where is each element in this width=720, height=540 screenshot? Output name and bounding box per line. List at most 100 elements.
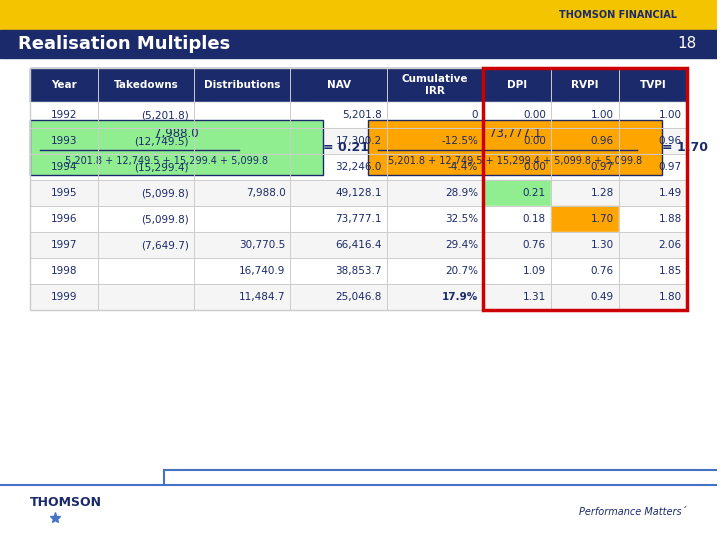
Text: 25,046.8: 25,046.8 [336,292,382,302]
Text: = 0.21: = 0.21 [323,141,369,154]
Bar [290,180,387,206]
Bar [483,68,687,310]
Text: 0: 0 [472,110,478,120]
Bar [98,232,194,258]
Text: 1995: 1995 [50,188,77,198]
Text: 1.31: 1.31 [523,292,546,302]
Text: 49,128.1: 49,128.1 [336,188,382,198]
Bar [30,68,98,102]
Bar [98,206,194,232]
Text: 32,246.0: 32,246.0 [336,162,382,172]
Bar [194,232,290,258]
FancyBboxPatch shape [30,120,323,175]
Text: 5,201.8 + 12,749.5 + 15,299.4 + 5,099.8: 5,201.8 + 12,749.5 + 15,299.4 + 5,099.8 [66,156,269,166]
Bar [290,154,387,180]
Bar [551,68,619,102]
Bar [619,102,687,128]
Text: DPI: DPI [507,80,527,90]
Text: 7,988.0: 7,988.0 [154,127,199,140]
Text: 30,770.5: 30,770.5 [239,240,285,250]
FancyBboxPatch shape [368,120,662,175]
Text: 0.00: 0.00 [523,162,546,172]
Bar [387,154,483,180]
Text: 32.5%: 32.5% [445,214,478,224]
Text: NAV: NAV [327,80,351,90]
Text: 17,300.2: 17,300.2 [336,136,382,146]
Bar [483,258,551,284]
Bar [551,128,619,154]
Bar [194,206,290,232]
Bar [98,68,194,102]
Bar [387,258,483,284]
Text: 18: 18 [678,37,697,51]
Text: THOMSON: THOMSON [30,496,102,509]
Bar [387,284,483,310]
Text: 1993: 1993 [50,136,77,146]
Bar [194,258,290,284]
Bar [551,102,619,128]
Text: 1.30: 1.30 [590,240,614,250]
Text: 1992: 1992 [50,110,77,120]
Bar [483,68,551,102]
Text: 1.49: 1.49 [659,188,682,198]
Bar [619,258,687,284]
Bar [483,180,551,206]
Bar [30,128,98,154]
Text: 29.4%: 29.4% [445,240,478,250]
Bar [551,284,619,310]
Text: 1.00: 1.00 [659,110,682,120]
Text: 17.9%: 17.9% [442,292,478,302]
Bar [483,154,551,180]
Bar [30,102,98,128]
Bar [387,68,483,102]
Text: 0.00: 0.00 [523,110,546,120]
Text: 2.06: 2.06 [659,240,682,250]
Text: 1.85: 1.85 [659,266,682,276]
Text: 5,201.8 + 12,749.5 + 15,299.4 + 5,099.8 + 5,099.8: 5,201.8 + 12,749.5 + 15,299.4 + 5,099.8 … [388,156,642,166]
Bar [551,232,619,258]
Text: THOMSON FINANCIAL: THOMSON FINANCIAL [559,10,677,20]
Bar [619,128,687,154]
Bar [483,284,551,310]
Text: 1999: 1999 [50,292,77,302]
Bar [290,68,387,102]
Text: Performance Matters´: Performance Matters´ [580,507,687,517]
Text: 38,853.7: 38,853.7 [336,266,382,276]
Bar [619,180,687,206]
Bar [30,154,98,180]
Text: 1.00: 1.00 [591,110,614,120]
Bar [387,128,483,154]
Text: 66,416.4: 66,416.4 [336,240,382,250]
Text: = 1.70: = 1.70 [662,141,708,154]
Bar [0,0,716,30]
Text: 0.21: 0.21 [523,188,546,198]
Text: 1.28: 1.28 [590,188,614,198]
Bar [551,180,619,206]
Text: 0.97: 0.97 [659,162,682,172]
Bar [194,154,290,180]
Text: (7,649.7): (7,649.7) [141,240,189,250]
Bar [194,102,290,128]
Bar [30,180,98,206]
Bar [290,102,387,128]
Bar [551,258,619,284]
Bar [0,30,716,58]
Text: 0.97: 0.97 [590,162,614,172]
Bar [619,154,687,180]
Text: 1.88: 1.88 [659,214,682,224]
Text: Distributions: Distributions [204,80,280,90]
Text: 11,484.7: 11,484.7 [239,292,285,302]
Text: 73,777.1: 73,777.1 [336,214,382,224]
Bar [619,68,687,102]
Bar [30,258,98,284]
Bar [290,258,387,284]
Bar [194,68,290,102]
Text: (5,201.8): (5,201.8) [141,110,189,120]
Text: Realisation Multiples: Realisation Multiples [18,35,230,53]
Bar [30,206,98,232]
Text: 0.96: 0.96 [659,136,682,146]
Text: 28.9%: 28.9% [445,188,478,198]
Text: -4.4%: -4.4% [448,162,478,172]
Text: (15,299.4): (15,299.4) [135,162,189,172]
Bar [619,232,687,258]
